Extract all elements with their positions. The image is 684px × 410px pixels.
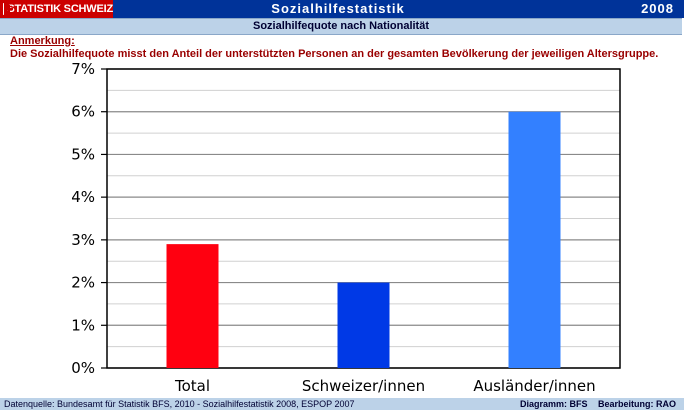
note-text: Die Sozialhilfequote misst den Anteil de… [10,48,659,60]
y-tick-label: 5% [71,145,95,163]
x-tick-label: Ausländer/innen [473,377,595,395]
bar [337,282,390,368]
footer-source: Datenquelle: Bundesamt für Statistik BFS… [4,399,355,409]
brand-name: STATISTIK SCHWEIZ [7,3,113,15]
y-tick-label: 0% [71,359,95,377]
chart-subtitle: Sozialhilfequote nach Nationalität [252,20,430,32]
footer-diagram: Diagramm: BFS [520,399,588,409]
y-tick-label: 4% [71,188,95,206]
brand-logo: STATISTIK SCHWEIZ [0,0,113,18]
footer-bar: Datenquelle: Bundesamt für Statistik BFS… [0,398,684,410]
x-tick-label: Total [174,377,210,395]
y-tick-label: 6% [71,103,95,121]
y-tick-label: 3% [71,231,95,249]
y-tick-label: 1% [71,316,95,334]
header-title: Sozialhilfestatistik [271,1,405,16]
y-tick-label: 7% [71,60,95,78]
swiss-cross-icon [3,3,18,15]
x-tick-label: Schweizer/innen [302,377,425,395]
bar [166,244,219,368]
header-year: 2008 [641,1,674,16]
bar [508,111,561,368]
footer-editing: Bearbeitung: RAO [598,399,677,409]
header-bar: STATISTIK SCHWEIZ Sozialhilfestatistik 2… [0,0,684,18]
bar-chart: 0% 1% 2% 3% 4% 5% 6% 7% Total Schweizer/innen Ausl… [71,60,621,395]
y-tick-label: 2% [71,274,95,292]
subtitle-bar: Sozialhilfequote nach Nationalität [0,18,682,35]
note-label: Anmerkung: [10,35,75,47]
